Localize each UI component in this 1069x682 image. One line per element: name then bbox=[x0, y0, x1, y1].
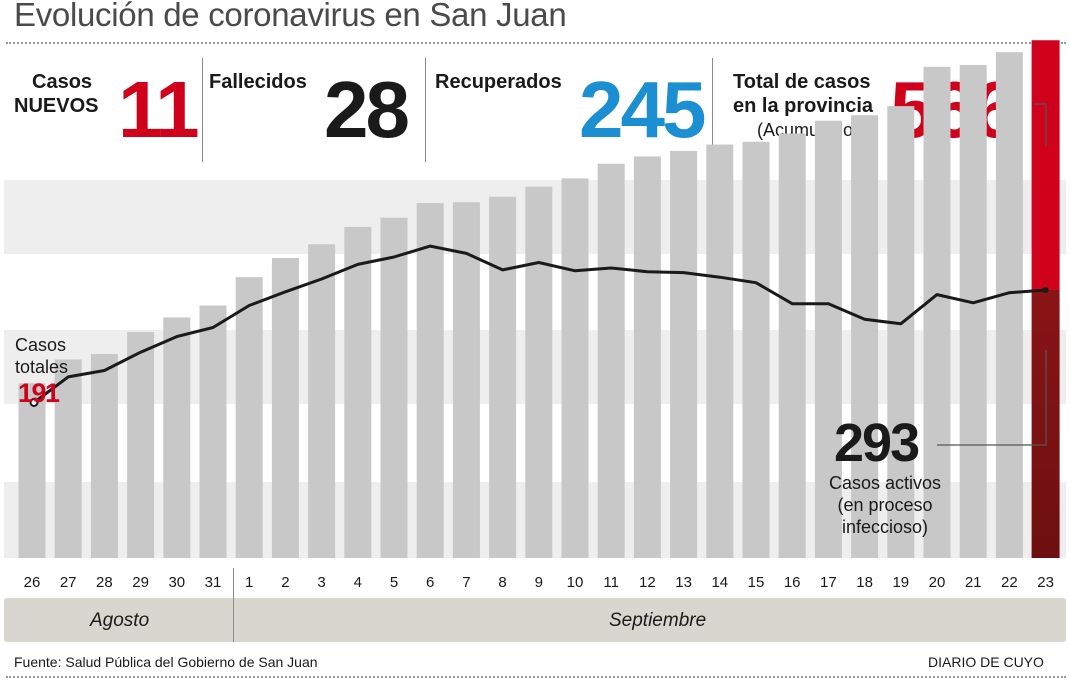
bar bbox=[561, 178, 589, 558]
active-label-line3: infeccioso) bbox=[841, 517, 929, 537]
month-label-septiembre: Septiembre bbox=[609, 610, 707, 631]
start-point-marker bbox=[29, 397, 39, 407]
nuevos-label: Casos NUEVOS bbox=[14, 70, 98, 118]
bar bbox=[90, 354, 118, 558]
bar bbox=[597, 163, 625, 559]
x-tick-label: 18 bbox=[856, 574, 873, 591]
markers bbox=[29, 286, 1049, 407]
x-tick-label: 5 bbox=[390, 574, 398, 591]
bar bbox=[778, 133, 806, 559]
x-tick-label: 8 bbox=[498, 574, 506, 591]
x-tick-label: 17 bbox=[820, 574, 837, 591]
month-separator bbox=[233, 568, 234, 642]
total-label-line2: en la provincia bbox=[733, 95, 874, 117]
x-tick-labels: 26 27 28 29 30 31 1 2 3 4 5 6 7 8 9 10 11 12 13 14 15 16 17 18 1… bbox=[24, 574, 1054, 591]
chart: 26 27 28 29 30 31 1 2 3 4 5 6 7 8 9 10 11 12 13 14 15 16 17 18 1… bbox=[4, 40, 1066, 591]
bar bbox=[525, 186, 553, 558]
bar bbox=[127, 332, 155, 558]
x-tick-label: 22 bbox=[1001, 574, 1018, 591]
nuevos-label-line1: Casos bbox=[32, 71, 93, 93]
bar bbox=[814, 120, 842, 558]
bar bbox=[489, 196, 517, 559]
nuevos-label-line2: NUEVOS bbox=[14, 95, 99, 117]
bar bbox=[887, 106, 915, 558]
bar bbox=[923, 66, 951, 559]
active-value: 293 bbox=[834, 413, 920, 473]
x-tick-label: 26 bbox=[24, 574, 41, 591]
x-tick-label: 29 bbox=[132, 574, 149, 591]
x-tick-label: 16 bbox=[784, 574, 801, 591]
x-tick-label: 9 bbox=[535, 574, 543, 591]
page-title: Evolución de coronavirus en San Juan bbox=[14, 0, 567, 33]
bar bbox=[235, 277, 263, 558]
x-tick-label: 20 bbox=[929, 574, 946, 591]
month-band bbox=[4, 598, 1066, 642]
x-tick-label: 28 bbox=[96, 574, 113, 591]
bar bbox=[416, 203, 444, 558]
fallecidos-value: 28 bbox=[324, 65, 410, 154]
bar bbox=[851, 115, 879, 558]
bar bbox=[271, 257, 299, 558]
bar bbox=[308, 244, 336, 558]
active-label: Casos activos (en proceso infeccioso) bbox=[810, 472, 960, 538]
bar bbox=[670, 150, 698, 558]
x-tick-label: 6 bbox=[426, 574, 434, 591]
x-tick-label: 15 bbox=[748, 574, 765, 591]
x-tick-label: 23 bbox=[1037, 574, 1054, 591]
active-cases-line bbox=[33, 244, 1046, 404]
top-divider bbox=[6, 42, 1066, 44]
recuperados-label: Recuperados bbox=[435, 71, 562, 93]
bar bbox=[706, 144, 734, 559]
start-value: 191 bbox=[18, 378, 60, 408]
x-tick-label: 11 bbox=[603, 574, 619, 591]
bar bbox=[959, 64, 987, 558]
bar-highlight-total bbox=[1031, 40, 1060, 290]
bar bbox=[452, 202, 480, 559]
start-label: Casos totales bbox=[15, 334, 68, 378]
bar bbox=[995, 52, 1023, 558]
leader-lines bbox=[937, 103, 1047, 446]
source-text: Fuente: Salud Pública del Gobierno de Sa… bbox=[14, 654, 318, 670]
x-tick-label: 13 bbox=[675, 574, 692, 591]
fallecidos-label: Fallecidos bbox=[209, 71, 307, 93]
x-tick-label: 1 bbox=[245, 574, 253, 591]
nuevos-value: 11 bbox=[118, 65, 200, 154]
bar bbox=[18, 383, 46, 558]
active-leader-line bbox=[937, 350, 1047, 446]
x-tick-label: 3 bbox=[317, 574, 325, 591]
bar bbox=[163, 317, 191, 558]
x-tick-label: 14 bbox=[711, 574, 728, 591]
bar bbox=[380, 217, 408, 558]
start-label-line2: totales bbox=[15, 357, 69, 377]
bar bbox=[742, 141, 770, 559]
x-tick-label: 10 bbox=[567, 574, 584, 591]
bar bbox=[199, 305, 227, 558]
x-tick-label: 30 bbox=[168, 574, 185, 591]
stats-separator bbox=[425, 58, 426, 162]
stats-separator bbox=[712, 58, 713, 152]
x-tick-label: 27 bbox=[60, 574, 77, 591]
x-tick-label: 2 bbox=[281, 574, 289, 591]
bars bbox=[18, 40, 1060, 559]
x-tick-label: 21 bbox=[965, 574, 982, 591]
brand-text: DIARIO DE CUYO bbox=[928, 654, 1044, 670]
x-tick-label: 12 bbox=[639, 574, 656, 591]
bar bbox=[633, 156, 661, 558]
total-label-line1: Total de casos bbox=[733, 71, 871, 93]
month-label-agosto: Agosto bbox=[90, 610, 150, 631]
stats-separator bbox=[202, 58, 203, 162]
x-tick-label: 7 bbox=[462, 574, 470, 591]
total-leader-line bbox=[1034, 103, 1047, 146]
x-tick-label: 31 bbox=[205, 574, 222, 591]
active-label-line1: Casos activos bbox=[828, 473, 942, 493]
bar bbox=[54, 359, 82, 558]
x-tick-label: 4 bbox=[354, 574, 362, 591]
start-label-line1: Casos bbox=[15, 335, 67, 355]
recuperados-value: 245 bbox=[579, 65, 706, 154]
end-point-marker bbox=[1042, 286, 1049, 293]
bottom-divider bbox=[6, 676, 1066, 678]
active-label-line2: (en proceso bbox=[837, 495, 933, 515]
bar bbox=[344, 226, 372, 558]
x-tick-label: 19 bbox=[892, 574, 909, 591]
